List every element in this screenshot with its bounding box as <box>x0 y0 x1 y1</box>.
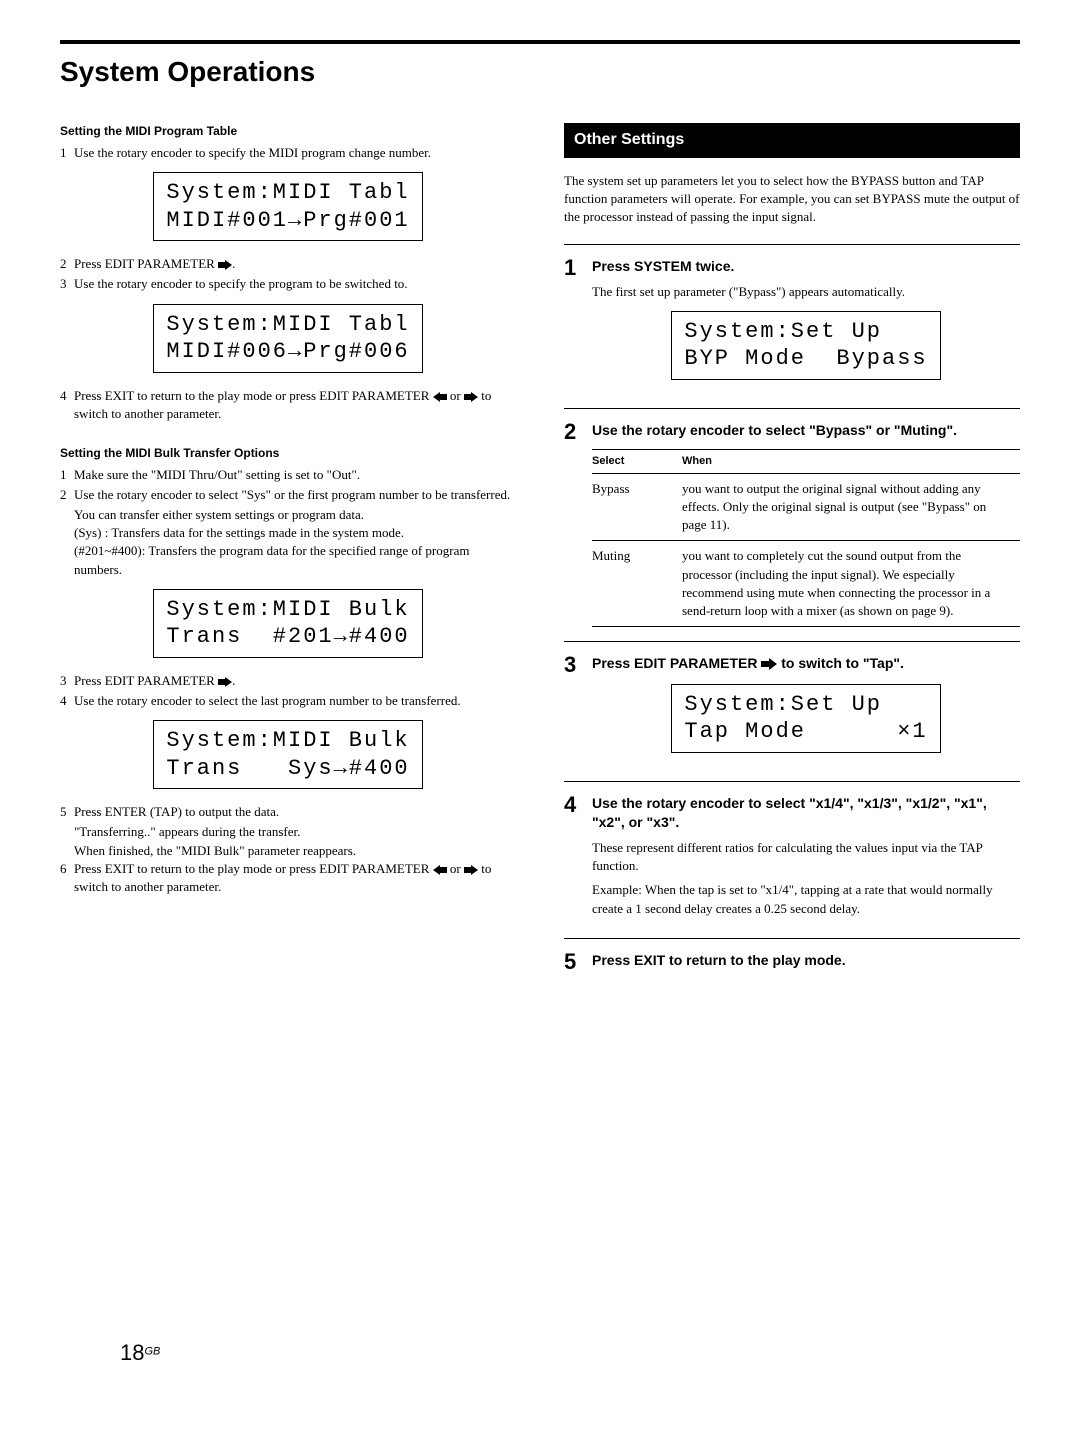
lcd-line: Tap Mode ×1 <box>684 719 927 744</box>
step-num: 4 <box>60 692 74 710</box>
lcd-line: System:MIDI Tabl <box>166 180 409 205</box>
lcd-line: MIDI#001→Prg#001 <box>166 208 409 233</box>
text: Press EDIT PARAMETER <box>74 673 218 688</box>
step-num: 6 <box>60 860 74 896</box>
arrow-right-icon <box>464 392 478 402</box>
arrow-right-icon <box>218 677 232 687</box>
arrow-right-icon <box>464 865 478 875</box>
step-number: 4 <box>564 794 592 924</box>
step-5: 5 Press EXIT to return to the play mode. <box>564 938 1020 977</box>
page-title: System Operations <box>60 52 1020 91</box>
step-body: Use the rotary encoder to select "Sys" o… <box>74 486 516 504</box>
text: to switch to "Tap". <box>777 655 904 671</box>
lcd-display: System:Set Up BYP Mode Bypass <box>671 311 940 380</box>
lcd-line: System:MIDI Tabl <box>166 312 409 337</box>
cell: Muting <box>592 541 682 627</box>
th-select: Select <box>592 449 682 473</box>
step-title: Use the rotary encoder to select "Bypass… <box>592 421 1020 441</box>
step-body: The first set up parameter ("Bypass") ap… <box>592 283 1020 301</box>
step-body: Press EDIT PARAMETER . <box>74 255 516 273</box>
step-body: Press EXIT to return to the play mode or… <box>74 860 516 896</box>
lcd-line: System:Set Up <box>684 319 882 344</box>
step-num: 5 <box>60 803 74 821</box>
lcd-line: MIDI#006→Prg#006 <box>166 339 409 364</box>
step-number: 5 <box>564 951 592 977</box>
step-title: Use the rotary encoder to select "x1/4",… <box>592 794 1020 833</box>
text: . <box>232 256 235 271</box>
step-number: 2 <box>564 421 592 627</box>
step-body: Use the rotary encoder to select the las… <box>74 692 516 710</box>
step-body: Example: When the tap is set to "x1/4", … <box>592 881 1020 917</box>
step-num: 1 <box>60 144 74 162</box>
table-row: Bypass you want to output the original s… <box>592 473 1020 541</box>
step-num: 2 <box>60 486 74 504</box>
cell: you want to completely cut the sound out… <box>682 541 1020 627</box>
arrow-right-icon <box>218 260 232 270</box>
arrow-left-icon <box>433 865 447 875</box>
midi-bulk-steps: 1 Make sure the "MIDI Thru/Out" setting … <box>60 466 516 504</box>
th-when: When <box>682 449 1020 473</box>
lcd-line: BYP Mode Bypass <box>684 346 927 371</box>
note: You can transfer either system settings … <box>74 506 516 524</box>
lcd-line: Trans Sys→#400 <box>166 756 409 781</box>
lcd-line: System:Set Up <box>684 692 882 717</box>
step-title: Press SYSTEM twice. <box>592 257 1020 277</box>
text: . <box>232 673 235 688</box>
midi-bulk-heading: Setting the MIDI Bulk Transfer Options <box>60 445 516 462</box>
note: (#201~#400): Transfers the program data … <box>74 542 516 578</box>
step-body: Use the rotary encoder to specify the MI… <box>74 144 516 162</box>
step-2: 2 Use the rotary encoder to select "Bypa… <box>564 408 1020 627</box>
lcd-line: System:MIDI Bulk <box>166 597 409 622</box>
text: Press EXIT to return to the play mode or… <box>74 388 433 403</box>
text: Press EDIT PARAMETER <box>592 655 761 671</box>
page-number-suffix: GB <box>144 1346 160 1358</box>
options-table: Select When Bypass you want to output th… <box>592 449 1020 628</box>
lcd-display: System:MIDI Tabl MIDI#001→Prg#001 <box>153 172 422 241</box>
step-title: Press EDIT PARAMETER to switch to "Tap". <box>592 654 1020 674</box>
step-1: 1 Press SYSTEM twice. The first set up p… <box>564 244 1020 394</box>
arrow-left-icon <box>433 392 447 402</box>
note: When finished, the "MIDI Bulk" parameter… <box>74 842 516 860</box>
step-num: 3 <box>60 672 74 690</box>
lcd-display: System:Set Up Tap Mode ×1 <box>671 684 940 753</box>
step-body: Press EXIT to return to the play mode or… <box>74 387 516 423</box>
step-number: 1 <box>564 257 592 394</box>
right-column: Other Settings The system set up paramet… <box>564 123 1020 976</box>
lcd-display: System:MIDI Bulk Trans Sys→#400 <box>153 720 422 789</box>
step-body: Make sure the "MIDI Thru/Out" setting is… <box>74 466 516 484</box>
text: Press EDIT PARAMETER <box>74 256 218 271</box>
table-row: Muting you want to completely cut the so… <box>592 541 1020 627</box>
lcd-line: System:MIDI Bulk <box>166 728 409 753</box>
text: or <box>447 861 464 876</box>
lcd-display: System:MIDI Tabl MIDI#006→Prg#006 <box>153 304 422 373</box>
step-num: 3 <box>60 275 74 293</box>
cell: you want to output the original signal w… <box>682 473 1020 541</box>
intro-text: The system set up parameters let you to … <box>564 172 1020 227</box>
step-body: Use the rotary encoder to specify the pr… <box>74 275 516 293</box>
note: "Transferring.." appears during the tran… <box>74 823 516 841</box>
step-4: 4 Use the rotary encoder to select "x1/4… <box>564 781 1020 924</box>
left-column: Setting the MIDI Program Table 1 Use the… <box>60 123 516 976</box>
midi-table-heading: Setting the MIDI Program Table <box>60 123 516 140</box>
lcd-line: Trans #201→#400 <box>166 624 409 649</box>
page-number: 18GB <box>120 1338 160 1369</box>
note: (Sys) : Transfers data for the settings … <box>74 524 516 542</box>
other-settings-title: Other Settings <box>564 123 1020 157</box>
cell: Bypass <box>592 473 682 541</box>
step-body: Press ENTER (TAP) to output the data. <box>74 803 516 821</box>
text: or <box>447 388 464 403</box>
step-body: Press EDIT PARAMETER . <box>74 672 516 690</box>
step-number: 3 <box>564 654 592 767</box>
lcd-display: System:MIDI Bulk Trans #201→#400 <box>153 589 422 658</box>
step-body: These represent different ratios for cal… <box>592 839 1020 875</box>
step-num: 4 <box>60 387 74 423</box>
arrow-right-icon <box>761 658 777 670</box>
page-number-value: 18 <box>120 1340 144 1365</box>
text: Press EXIT to return to the play mode or… <box>74 861 433 876</box>
step-num: 2 <box>60 255 74 273</box>
midi-table-steps: 1 Use the rotary encoder to specify the … <box>60 144 516 162</box>
step-title: Press EXIT to return to the play mode. <box>592 951 1020 971</box>
step-num: 1 <box>60 466 74 484</box>
step-3: 3 Press EDIT PARAMETER to switch to "Tap… <box>564 641 1020 767</box>
